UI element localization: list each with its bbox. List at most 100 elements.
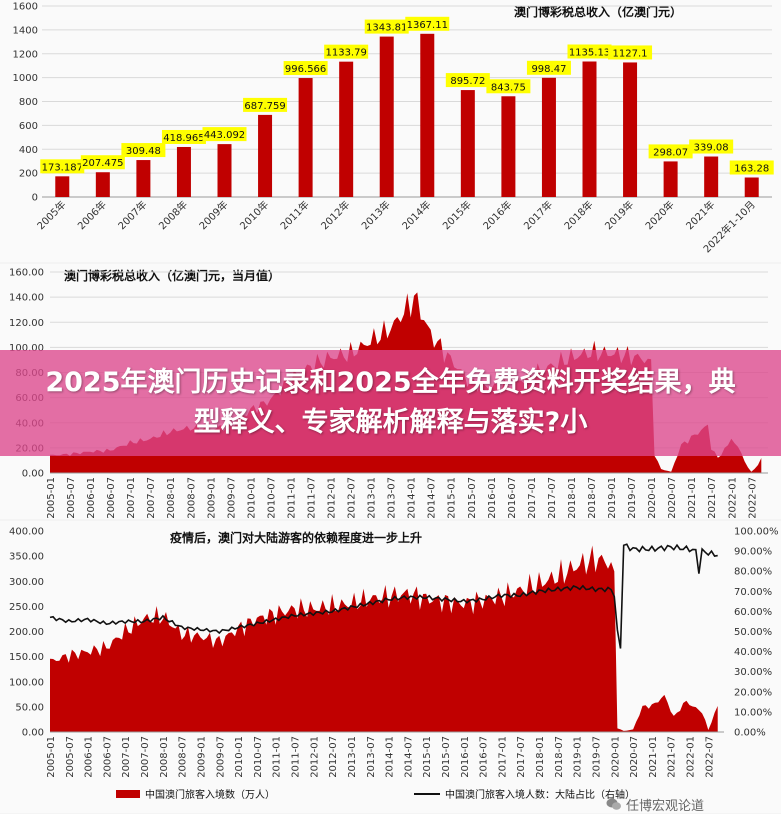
chart1-data-label-bg <box>608 45 653 60</box>
chart1-data-label-bg <box>243 97 288 112</box>
chart2-x-tick-label: 2010-01 <box>246 477 257 519</box>
chart3-x-tick-label: 2021-07 <box>667 736 678 778</box>
chart3-x-tick-label: 2016-01 <box>460 736 471 778</box>
chart2-x-tick-label: 2009-01 <box>206 477 217 519</box>
chart2-x-tick-label: 2006-01 <box>86 477 97 519</box>
chart1-x-tick-label: 2021年 <box>683 198 717 232</box>
chart2-x-tick-label: 2020-01 <box>647 477 658 519</box>
chart3-x-tick-label: 2011-01 <box>272 736 283 778</box>
chart3-x-tick-label: 2013-07 <box>366 736 377 778</box>
chart1-data-label: 298.07 <box>653 147 688 158</box>
chart1-data-label-bg <box>324 44 369 59</box>
overlay-banner[interactable]: 2025年澳门历史记录和2025全年免费资料开奖结果，典型释义、专家解析解释与落… <box>0 350 781 456</box>
chart1-bar <box>704 156 719 197</box>
watermark: 任博宏观论道 <box>606 794 776 814</box>
chart3-x-tick-label: 2020-07 <box>629 736 640 778</box>
chart1-data-label-bg <box>729 160 774 175</box>
chart2-x-tick-label: 2019-07 <box>627 477 638 519</box>
chart1-bar <box>541 77 556 197</box>
chart1-data-label: 1127.1 <box>613 48 648 59</box>
chart1-x-tick-label: 2020年 <box>642 198 676 232</box>
chart1-data-label-bg <box>486 79 531 94</box>
chart1-bar <box>217 144 232 197</box>
chart2-x-tick-label: 2008-01 <box>166 477 177 519</box>
chart1-y-tick-label: 600 <box>19 121 38 132</box>
watermark-text: 任博宏观论道 <box>626 798 705 814</box>
chart2-x-tick-label: 2015-07 <box>467 477 478 519</box>
chart3-x-tick-label: 2009-01 <box>196 736 207 778</box>
legend-label-arrivals: 中国澳门旅客入境数（万人） <box>145 788 275 801</box>
chart1-x-tick-label: 2016年 <box>480 198 514 232</box>
chart3-x-tick-label: 2010-07 <box>253 736 264 778</box>
chart2-x-tick-label: 2018-01 <box>567 477 578 519</box>
chart3-y-tick-label: 100.00 <box>9 677 44 688</box>
chart2-x-tick-label: 2017-07 <box>547 477 558 519</box>
chart1-data-label: 443.092 <box>204 130 245 141</box>
chart3-x-tick-label: 2010-01 <box>234 736 245 778</box>
chart3-y2-tick-label: 80.00% <box>734 567 772 578</box>
visitor-arrivals-chart: 疫情后，澳门对大陆游客的依赖程度进一步上升 中国澳门旅客入境数（万人） 中国澳门… <box>0 521 781 813</box>
chart1-bar <box>501 96 516 197</box>
chart3-x-tick-label: 2015-01 <box>422 736 433 778</box>
chart3-x-tick-label: 2014-07 <box>403 736 414 778</box>
chart3-x-tick-label: 2007-01 <box>121 736 132 778</box>
chart1-data-label: 843.75 <box>491 82 526 93</box>
chart2-x-tick-label: 2012-01 <box>327 477 338 519</box>
chart1-data-label-bg <box>40 159 85 174</box>
chart2-x-tick-label: 2011-01 <box>286 477 297 519</box>
chart3-y-tick-label: 50.00 <box>15 702 44 713</box>
chart3-x-tick-label: 2018-01 <box>535 736 546 778</box>
chart2-x-tick-label: 2016-01 <box>487 477 498 519</box>
chart2-x-tick-label: 2021-01 <box>687 477 698 519</box>
chart2-x-tick-label: 2014-01 <box>407 477 418 519</box>
chart3-x-tick-label: 2009-07 <box>215 736 226 778</box>
chart3-y2-tick-label: 30.00% <box>734 667 772 678</box>
chart3-x-tick-label: 2022-01 <box>686 736 697 778</box>
chart3-x-tick-label: 2019-01 <box>573 736 584 778</box>
chart3-x-tick-label: 2013-01 <box>347 736 358 778</box>
chart3-x-tick-label: 2017-07 <box>516 736 527 778</box>
chart3-y2-tick-label: 90.00% <box>734 547 772 558</box>
chart1-data-label-bg <box>121 143 166 158</box>
chart3-x-tick-label: 2012-01 <box>309 736 320 778</box>
wechat-icon <box>606 798 621 810</box>
chart1-data-label-bg <box>445 73 490 88</box>
chart2-x-tick-label: 2022-01 <box>727 477 738 519</box>
chart3-x-tick-label: 2018-07 <box>554 736 565 778</box>
chart1-data-label: 1367.11 <box>407 20 448 31</box>
chart2-y-tick-label: 160.00 <box>9 268 44 279</box>
chart1-x-tick-label: 2011年 <box>277 198 311 232</box>
chart3-x-tick-label: 2012-07 <box>328 736 339 778</box>
chart3-x-tick-label: 2005-01 <box>46 736 57 778</box>
chart2-y-tick-label: 100.00 <box>9 343 44 354</box>
annual-gaming-tax-svg: 澳门博彩税总收入（亿澳门元） 0 200 400 600 800 1000 1200 1400… <box>13 2 774 255</box>
chart1-data-label-bg <box>283 61 328 76</box>
chart1-x-tick-label: 2008年 <box>156 198 190 232</box>
chart1-data-label: 996.566 <box>285 64 326 75</box>
chart2-x-tick-label: 2021-07 <box>707 477 718 519</box>
chart3-x-tick-label: 2007-07 <box>140 736 151 778</box>
chart3-y-tick-label: 150.00 <box>9 652 44 663</box>
chart1-data-label-bg <box>405 16 450 31</box>
chart1-data-label: 1133.79 <box>325 48 366 59</box>
chart1-x-tick-label: 2013年 <box>359 198 393 232</box>
chart1-data-label: 998.47 <box>531 64 566 75</box>
legend-swatch-arrivals <box>116 790 140 798</box>
chart3-x-tick-label: 2008-01 <box>159 736 170 778</box>
chart3-y-tick-label: 250.00 <box>9 602 44 613</box>
chart3-mainland-share-line <box>49 543 718 649</box>
chart3-y-tick-label: 300.00 <box>9 577 44 588</box>
chart3-y-tick-label: 400.00 <box>9 527 44 538</box>
visitor-arrivals-svg: 疫情后，澳门对大陆游客的依赖程度进一步上升 中国澳门旅客入境数（万人） 中国澳门… <box>9 527 779 802</box>
chart1-data-label-bg <box>567 44 612 59</box>
chart3-x-tick-label: 2016-07 <box>479 736 490 778</box>
chart2-x-tick-label: 2016-07 <box>507 477 518 519</box>
chart1-y-tick-label: 1200 <box>13 49 38 60</box>
chart1-y-tick-label: 200 <box>19 169 38 180</box>
chart2-x-tick-label: 2019-01 <box>607 477 618 519</box>
chart3-x-tick-label: 2020-01 <box>610 736 621 778</box>
chart1-data-label-bg <box>689 139 734 154</box>
chart1-title: 澳门博彩税总收入（亿澳门元） <box>514 4 682 19</box>
chart3-x-tick-label: 2017-01 <box>497 736 508 778</box>
chart2-x-tick-label: 2005-01 <box>46 477 57 519</box>
